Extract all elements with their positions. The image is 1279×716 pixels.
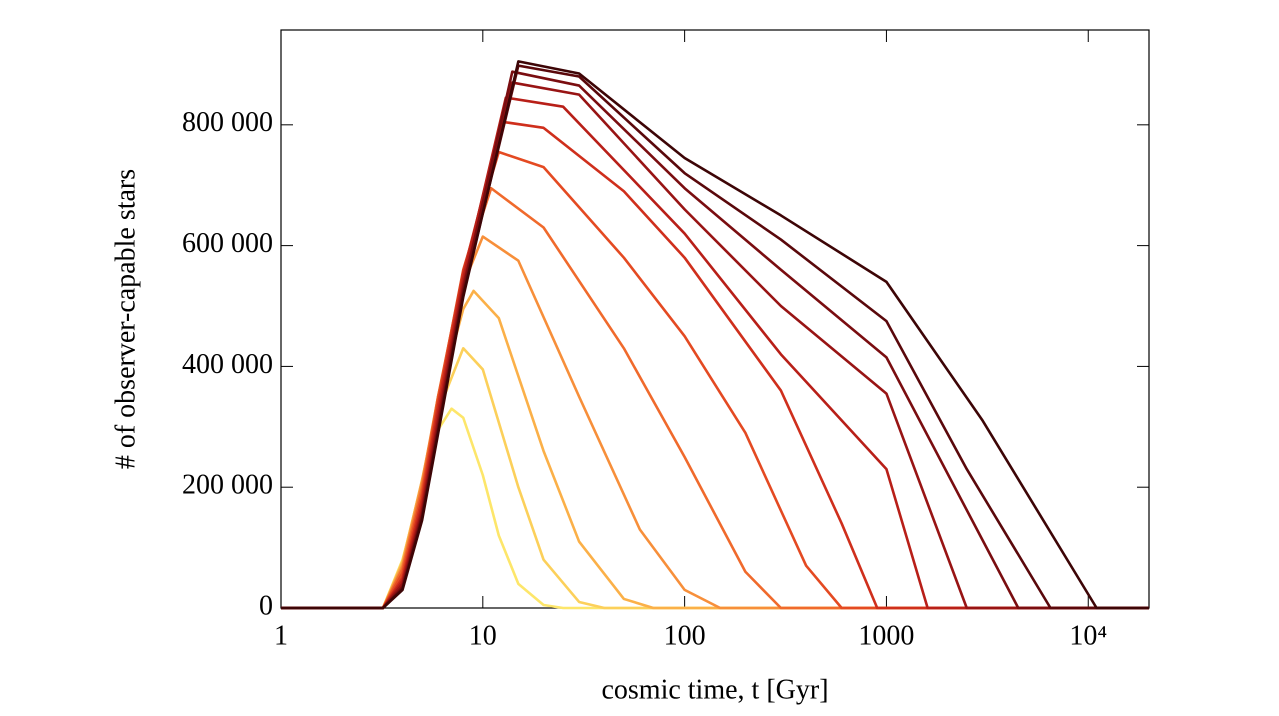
x-tick-label: 1 <box>274 620 288 651</box>
series-line <box>281 60 1149 610</box>
x-tick-label: 1000 <box>858 620 914 651</box>
y-tick-label: 400 000 <box>182 349 273 380</box>
x-tick-label: 10⁴ <box>1069 620 1107 651</box>
y-tick-label: 600 000 <box>182 228 273 259</box>
y-tick-label: 800 000 <box>182 107 273 138</box>
x-tick-label: 10 <box>469 620 497 651</box>
y-tick-label: 0 <box>259 590 273 621</box>
x-tick-label: 100 <box>664 620 706 651</box>
series-line <box>281 407 1149 610</box>
x-axis-label: cosmic time, t [Gyr] <box>601 674 828 705</box>
y-axis-label: # of observer-capable stars <box>110 169 141 469</box>
y-tick-label: 200 000 <box>182 470 273 501</box>
